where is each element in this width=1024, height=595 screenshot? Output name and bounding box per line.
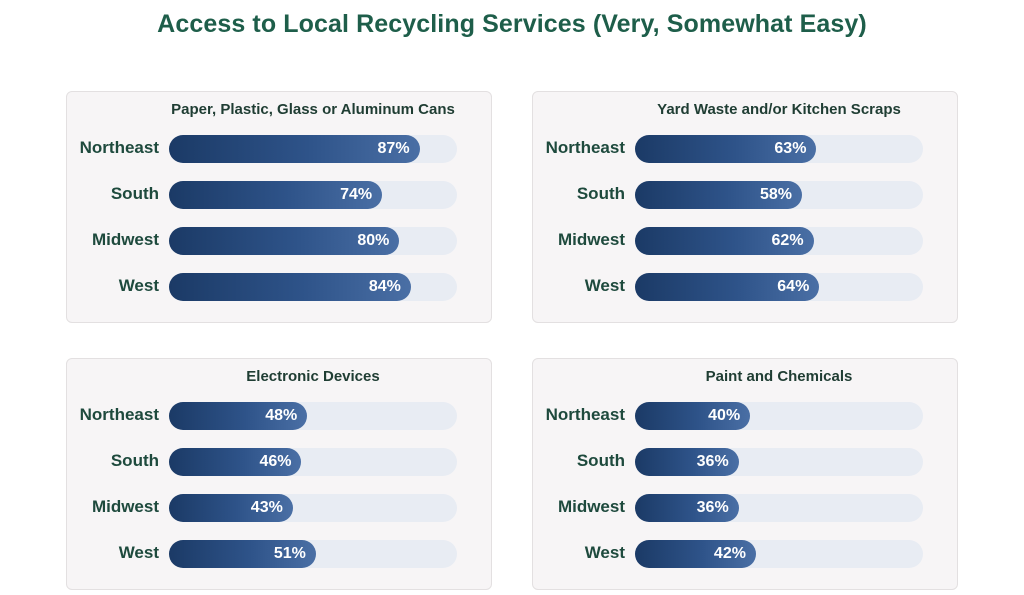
bar-track: 36% [635, 448, 923, 476]
bar: 42% [635, 540, 756, 568]
data-label: 51% [273, 545, 306, 562]
bar-track: 43% [169, 494, 457, 522]
bar-row: Northeast 48% [67, 402, 491, 430]
bar: 36% [635, 448, 739, 476]
bar-track: 42% [635, 540, 923, 568]
bar-row: South 58% [533, 181, 957, 209]
bar-row: Northeast 40% [533, 402, 957, 430]
bar-row: West 84% [67, 273, 491, 301]
panel-0: Paper, Plastic, Glass or Aluminum Cans No… [66, 91, 492, 323]
bar-row: Midwest 80% [67, 227, 491, 255]
data-label: 43% [250, 499, 283, 516]
data-label: 63% [774, 140, 807, 157]
bar-row: Midwest 62% [533, 227, 957, 255]
bar: 87% [169, 135, 420, 163]
category-label: Midwest [557, 497, 625, 516]
panel-1: Yard Waste and/or Kitchen Scraps Northeas… [532, 91, 958, 323]
bar-track: 74% [169, 181, 457, 209]
bar-track: 51% [169, 540, 457, 568]
data-label: 74% [340, 186, 373, 203]
category-label: Midwest [91, 230, 159, 249]
bar: 43% [169, 494, 293, 522]
bar: 51% [169, 540, 316, 568]
bar: 62% [635, 227, 814, 255]
panel-2: Electronic Devices Northeast 48% South 46% Mi… [66, 358, 492, 590]
bar: 63% [635, 135, 817, 163]
bar: 74% [169, 181, 383, 209]
bar-row: West 42% [533, 540, 957, 568]
category-label: Northeast [545, 138, 625, 157]
category-label: West [118, 543, 159, 562]
panel-title: Paint and Chemicals [705, 368, 853, 385]
category-label: West [584, 276, 625, 295]
bar: 46% [169, 448, 302, 476]
category-label: Northeast [545, 405, 625, 424]
data-label: 64% [777, 278, 810, 295]
bar: 40% [635, 402, 751, 430]
panel-title: Electronic Devices [246, 368, 380, 385]
bar-track: 36% [635, 494, 923, 522]
category-label: Midwest [557, 230, 625, 249]
bar-track: 62% [635, 227, 923, 255]
data-label: 42% [713, 545, 746, 562]
bar: 84% [169, 273, 411, 301]
panel-title: Paper, Plastic, Glass or Aluminum Cans [171, 101, 455, 118]
bar: 58% [635, 181, 803, 209]
category-label: Midwest [91, 497, 159, 516]
panel-3: Paint and Chemicals Northeast 40% South 36% M… [532, 358, 958, 590]
bar-track: 48% [169, 402, 457, 430]
bar-track: 84% [169, 273, 457, 301]
bar-track: 87% [169, 135, 457, 163]
category-label: West [584, 543, 625, 562]
data-label: 40% [708, 407, 741, 424]
category-label: South [576, 451, 625, 470]
bar: 80% [169, 227, 400, 255]
bar: 64% [635, 273, 820, 301]
bar-row: Northeast 63% [533, 135, 957, 163]
bar: 36% [635, 494, 739, 522]
data-label: 48% [265, 407, 298, 424]
bar-row: Midwest 36% [533, 494, 957, 522]
data-label: 84% [368, 278, 401, 295]
data-label: 62% [771, 232, 804, 249]
bar-row: South 36% [533, 448, 957, 476]
category-label: South [576, 184, 625, 203]
bar-track: 64% [635, 273, 923, 301]
bar-row: South 74% [67, 181, 491, 209]
data-label: 80% [357, 232, 390, 249]
category-label: Northeast [79, 138, 159, 157]
bar-track: 58% [635, 181, 923, 209]
category-label: West [118, 276, 159, 295]
bar-row: West 64% [533, 273, 957, 301]
bar-track: 46% [169, 448, 457, 476]
bar-row: Northeast 87% [67, 135, 491, 163]
panel-title: Yard Waste and/or Kitchen Scraps [657, 101, 901, 118]
bar-track: 63% [635, 135, 923, 163]
category-label: South [110, 451, 159, 470]
data-label: 36% [696, 453, 729, 470]
category-label: Northeast [79, 405, 159, 424]
bar-row: South 46% [67, 448, 491, 476]
data-label: 58% [760, 186, 793, 203]
bar-row: Midwest 43% [67, 494, 491, 522]
bar-row: West 51% [67, 540, 491, 568]
bar: 48% [169, 402, 308, 430]
data-label: 46% [259, 453, 292, 470]
bar-track: 40% [635, 402, 923, 430]
chart-title: Access to Local Recycling Services (Very… [157, 10, 867, 38]
data-label: 87% [377, 140, 410, 157]
category-label: South [110, 184, 159, 203]
bar-track: 80% [169, 227, 457, 255]
data-label: 36% [696, 499, 729, 516]
